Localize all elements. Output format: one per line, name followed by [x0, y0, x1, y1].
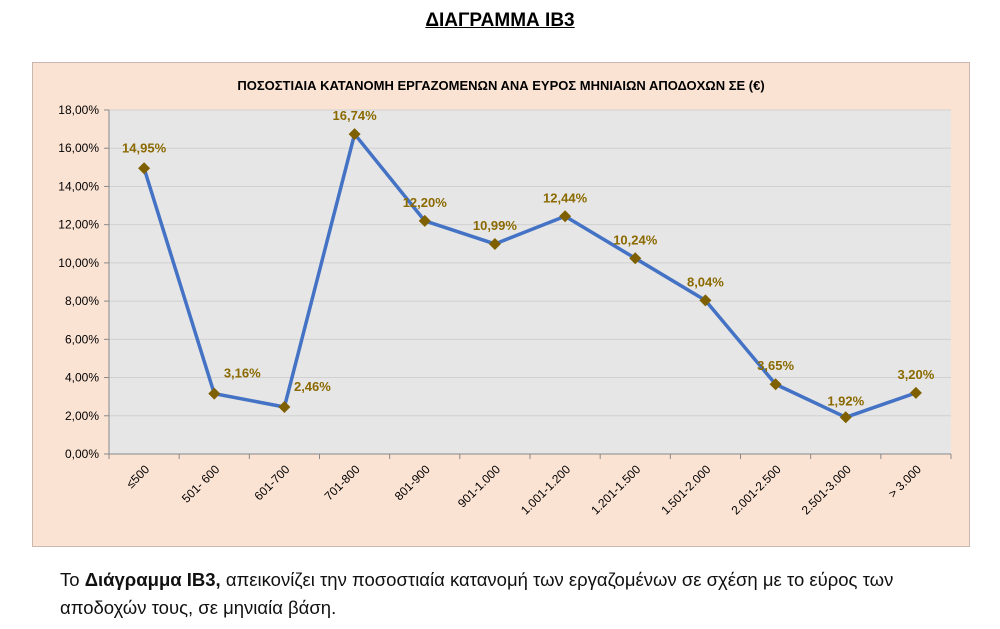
x-tick-label: 1.001-1.200 [518, 462, 573, 517]
x-tick-label: > 3.000 [886, 462, 925, 501]
series-line [142, 132, 917, 420]
chart: ΠΟΣΟΣΤΙΑΙΑ ΚΑΤΑΝΟΜΗ ΕΡΓΑΖΟΜΕΝΩΝ ΑΝΑ ΕΥΡΟ… [32, 62, 970, 547]
y-tick-label: 8,00% [65, 294, 99, 308]
data-point [418, 214, 431, 227]
y-tick-label: 4,00% [65, 371, 99, 385]
data-point [699, 294, 712, 307]
y-tick-label: 12,00% [58, 218, 99, 232]
para-pre: Το [60, 569, 85, 590]
data-label: 3,16% [224, 366, 261, 381]
x-tick-label: 2.001-2.500 [729, 462, 784, 517]
para-rest: απεικονίζει την ποσοστιαία κατανομή των … [60, 569, 894, 618]
data-point [278, 400, 291, 413]
data-label: 14,95% [122, 140, 167, 155]
plot-area [109, 110, 951, 454]
x-tick-label: 601-700 [251, 462, 292, 503]
y-tick-label: 2,00% [65, 409, 99, 423]
x-tick-label: 1.201-1.500 [588, 462, 643, 517]
data-label: 10,24% [613, 232, 658, 247]
data-label: 3,65% [757, 358, 794, 373]
y-tick-label: 16,00% [58, 141, 99, 155]
description-paragraph: Το Διάγραμμα ΙΒ3, απεικονίζει την ποσοστ… [60, 566, 980, 622]
data-point [138, 162, 151, 175]
data-label: 1,92% [827, 393, 864, 408]
y-tick-label: 18,00% [58, 103, 99, 117]
x-tick-label: ≤500 [123, 462, 152, 491]
data-point [629, 252, 642, 265]
y-tick-label: 6,00% [65, 332, 99, 346]
data-point [909, 386, 922, 399]
y-tick-label: 0,00% [65, 447, 99, 461]
page-heading: ΔΙΑΓΡΑΜΜΑ ΙΒ3 [425, 10, 575, 31]
line-chart: ΠΟΣΟΣΤΙΑΙΑ ΚΑΤΑΝΟΜΗ ΕΡΓΑΖΟΜΕΝΩΝ ΑΝΑ ΕΥΡΟ… [58, 78, 952, 517]
data-label: 16,74% [333, 108, 378, 123]
data-label: 3,20% [897, 367, 934, 382]
x-tick-label: 801-900 [392, 462, 433, 503]
x-tick-label: 1.501-2.000 [658, 462, 713, 517]
data-point [488, 237, 501, 250]
data-point [348, 128, 361, 141]
data-point [839, 411, 852, 424]
data-label: 2,46% [294, 379, 331, 394]
data-label: 10,99% [473, 218, 518, 233]
data-label: 12,20% [403, 195, 448, 210]
data-label: 12,44% [543, 190, 588, 205]
chart-title: ΠΟΣΟΣΤΙΑΙΑ ΚΑΤΑΝΟΜΗ ΕΡΓΑΖΟΜΕΝΩΝ ΑΝΑ ΕΥΡΟ… [237, 78, 764, 93]
data-label: 8,04% [687, 274, 724, 289]
y-tick-label: 10,00% [58, 256, 99, 270]
x-tick-label: 701-800 [322, 462, 363, 503]
para-bold: Διάγραμμα ΙΒ3, [84, 569, 221, 590]
x-tick-label: 901-1.000 [455, 462, 503, 510]
x-tick-label: 501- 600 [179, 462, 223, 506]
data-point [208, 387, 221, 400]
y-tick-label: 14,00% [58, 179, 99, 193]
x-tick-label: 2.501-3.000 [799, 462, 854, 517]
data-point [559, 210, 572, 223]
data-point [769, 378, 782, 391]
